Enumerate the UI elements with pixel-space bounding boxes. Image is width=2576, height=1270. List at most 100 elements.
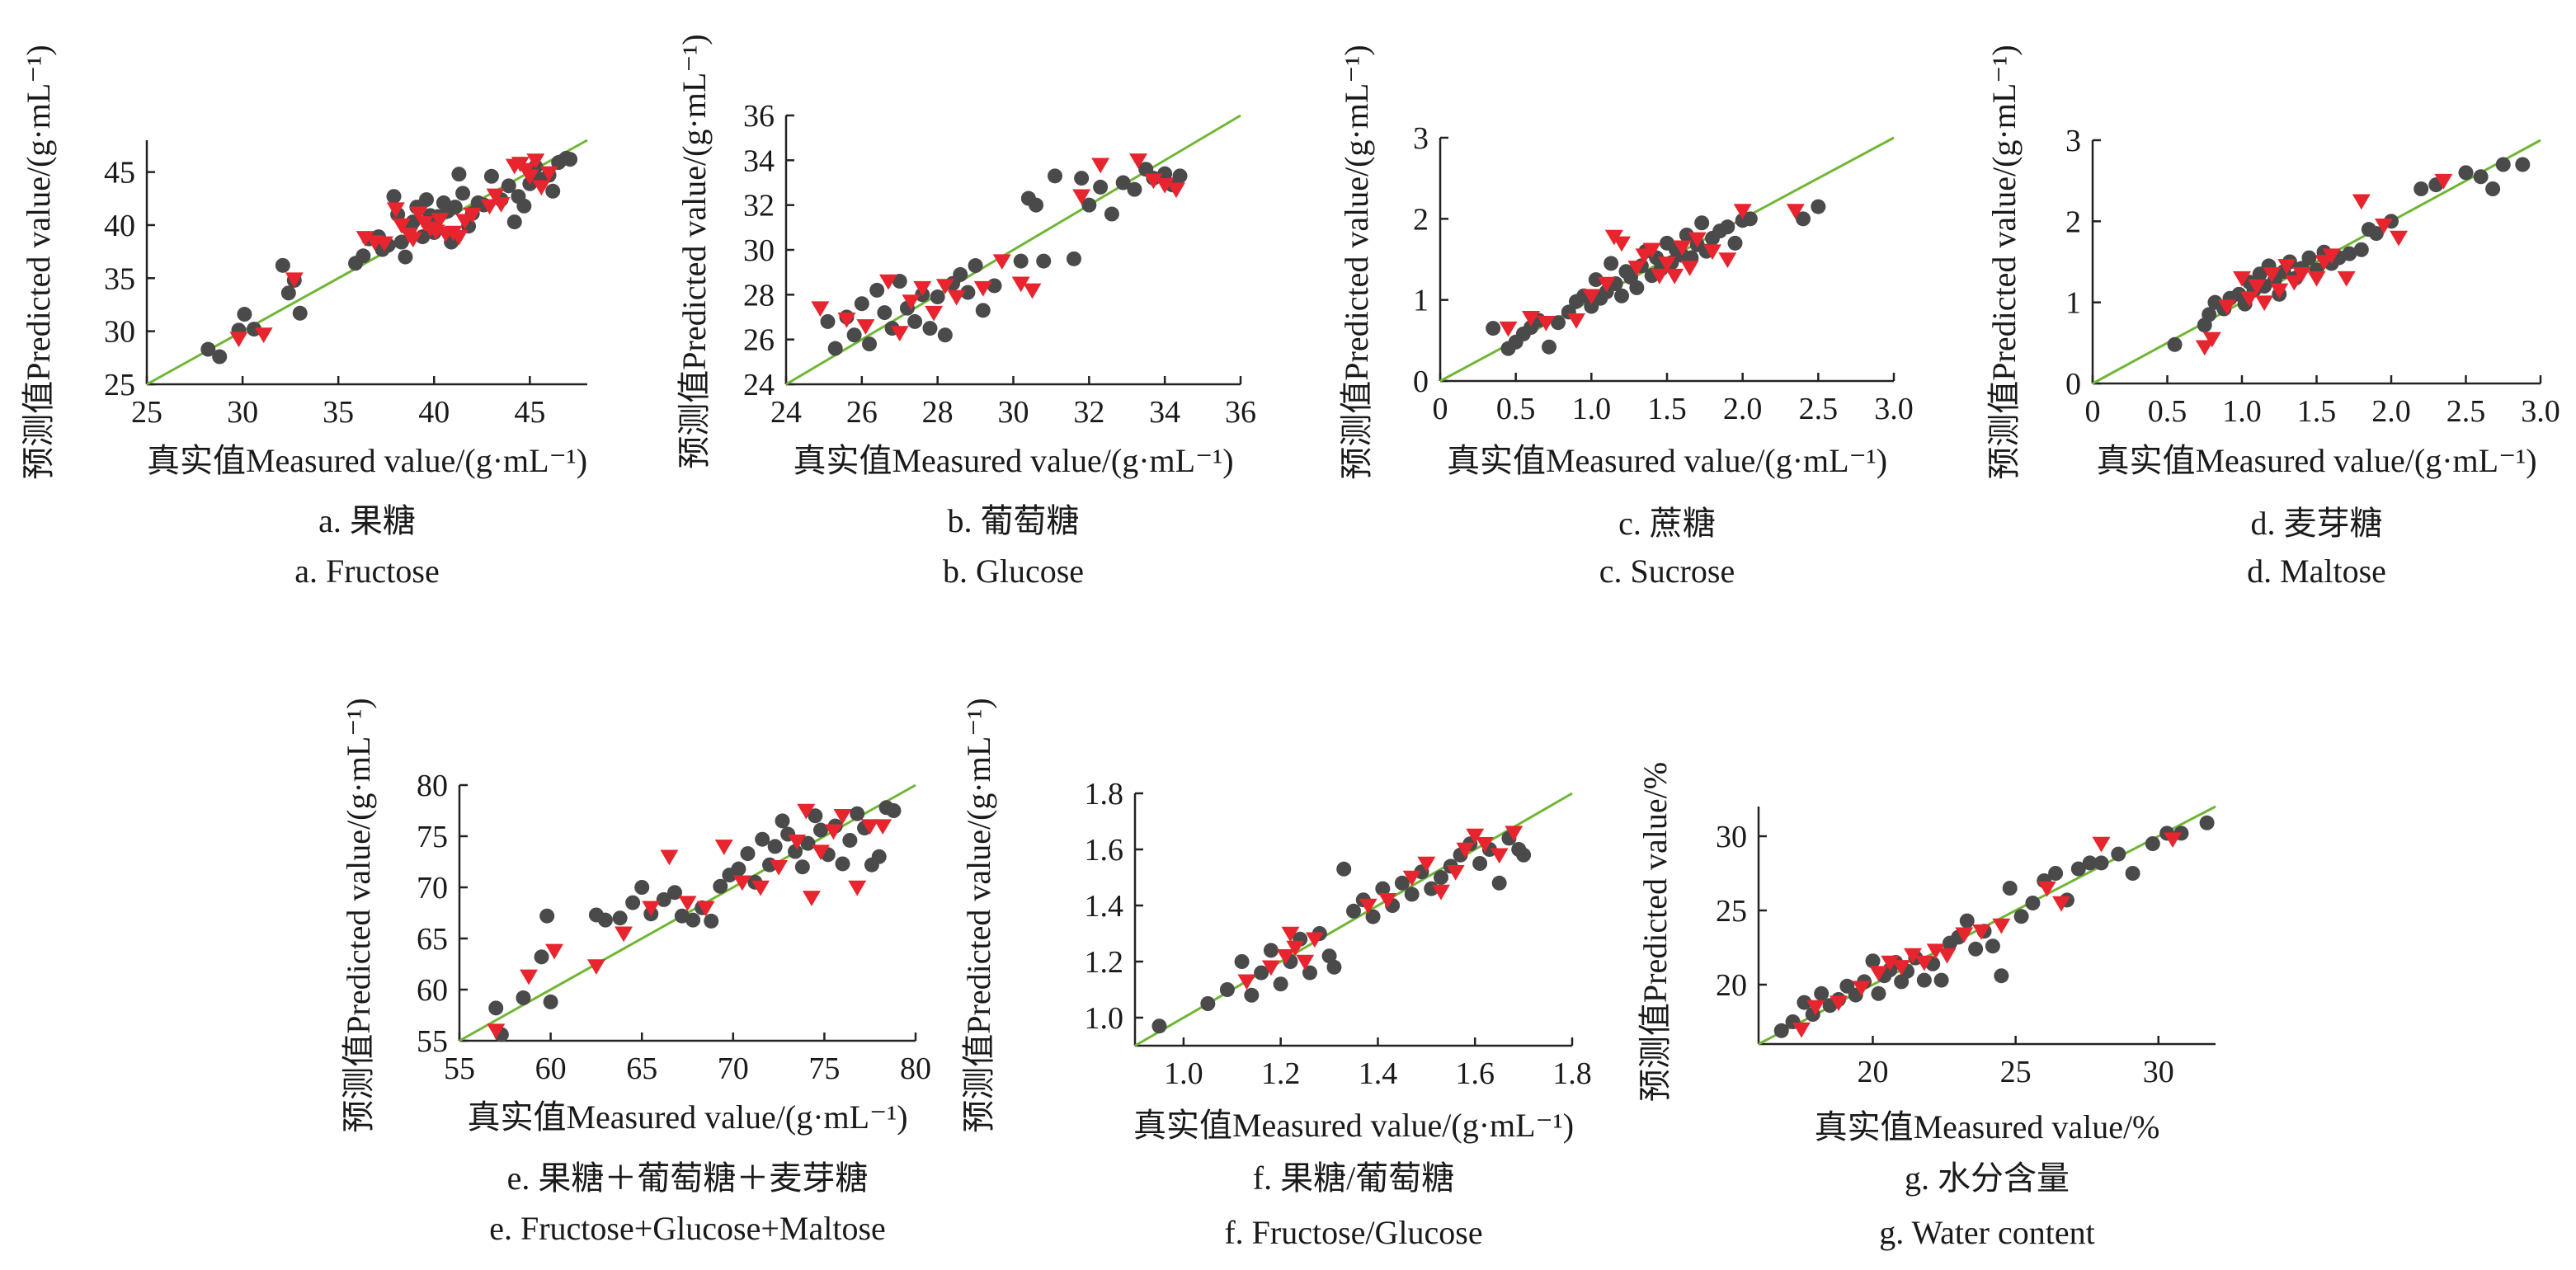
data-point-circle xyxy=(625,895,641,910)
data-point-circle xyxy=(731,861,746,877)
data-point-triangle xyxy=(1446,864,1465,881)
data-point-triangle xyxy=(797,803,816,820)
x-tick-label: 0.5 xyxy=(2148,394,2187,429)
data-point-circle xyxy=(543,994,558,1009)
data-point-triangle xyxy=(532,180,551,196)
data-point-triangle xyxy=(2337,270,2356,287)
data-point-triangle xyxy=(455,214,474,230)
y-tick-label: 1.4 xyxy=(1085,889,1124,924)
data-point-circle xyxy=(850,806,865,821)
data-point-triangle xyxy=(492,196,511,213)
data-point-triangle xyxy=(1869,966,1888,982)
data-point-triangle xyxy=(2292,267,2311,283)
data-point-circle xyxy=(767,839,783,854)
x-tick-label: 26 xyxy=(846,395,878,430)
y-tick-label: 1 xyxy=(1413,284,1429,318)
y-tick-label: 26 xyxy=(743,323,775,358)
data-point-circle xyxy=(2495,157,2511,172)
data-point-circle xyxy=(907,313,923,329)
x-tick-label: 24 xyxy=(770,395,802,430)
data-point-triangle xyxy=(520,169,539,186)
x-tick-label: 32 xyxy=(1073,395,1104,430)
panel-c: 0 0.5 1.0 1.5 2.0 2.5 3.0 0 1 2 3 真实值Measured value… xyxy=(1338,45,1914,590)
y-tick-label: 3 xyxy=(2065,124,2081,158)
data-point-circle xyxy=(1263,943,1279,958)
data-point-triangle xyxy=(1938,948,1957,964)
data-point-circle xyxy=(854,296,869,312)
data-point-triangle xyxy=(1650,268,1669,285)
data-point-triangle xyxy=(431,213,450,228)
panel-e: 55 60 65 70 75 80 55 60 65 70 75 80 真实值Measured valu… xyxy=(340,698,931,1247)
panel-g: 20 25 30 20 25 30 真实值Measured value/% 预测值Predic… xyxy=(1636,762,2216,1251)
data-point-circle xyxy=(740,846,756,862)
data-point-circle xyxy=(545,183,561,199)
data-point-triangle xyxy=(1144,173,1163,190)
data-point-triangle xyxy=(1537,315,1556,332)
data-point-circle xyxy=(2458,165,2474,181)
data-point-triangle xyxy=(1914,955,1933,971)
data-point-triangle xyxy=(696,901,715,917)
data-point-circle xyxy=(1968,941,1984,957)
y-tick-label: 25 xyxy=(104,368,135,402)
data-point-circle xyxy=(775,813,790,829)
data-point-circle xyxy=(447,200,463,215)
data-point-circle xyxy=(1871,985,1886,1001)
data-point-circle xyxy=(1029,197,1044,213)
data-point-circle xyxy=(1066,251,1081,266)
data-point-triangle xyxy=(409,206,428,223)
data-point-triangle xyxy=(480,199,499,215)
x-tick-label: 80 xyxy=(900,1051,931,1086)
data-point-triangle xyxy=(285,272,304,289)
data-point-circle xyxy=(1036,253,1052,269)
y-tick-label: 24 xyxy=(743,368,775,402)
y-tick-label: 0 xyxy=(1413,365,1429,399)
panel-caption-en: b. Glucose xyxy=(943,553,1084,590)
x-tick-label: 40 xyxy=(418,395,450,430)
data-point-triangle xyxy=(2217,299,2236,316)
data-point-triangle xyxy=(1613,236,1631,252)
data-point-triangle xyxy=(2277,259,2296,275)
y-tick-label: 55 xyxy=(417,1024,448,1059)
data-point-circle xyxy=(1516,847,1532,863)
data-point-circle xyxy=(1629,280,1645,295)
data-point-circle xyxy=(1321,948,1337,964)
data-point-circle xyxy=(1491,875,1507,891)
data-point-circle xyxy=(534,949,549,965)
data-point-circle xyxy=(2485,181,2501,196)
data-point-circle xyxy=(842,832,858,848)
data-point-triangle xyxy=(1466,828,1485,844)
data-point-circle xyxy=(212,349,228,365)
x-tick-label: 3.0 xyxy=(1874,392,1914,426)
data-point-circle xyxy=(953,266,968,282)
panel-caption-en: d. Maltose xyxy=(2247,553,2386,590)
data-point-triangle xyxy=(1166,182,1185,199)
data-point-circle xyxy=(1346,903,1361,919)
data-point-circle xyxy=(563,152,578,167)
x-tick-label: 1.5 xyxy=(1647,392,1687,426)
x-axis-label: 真实值Measured value/% xyxy=(1815,1108,2160,1145)
reference-line xyxy=(785,114,1241,386)
data-point-circle xyxy=(280,285,296,301)
data-point-circle xyxy=(869,282,885,298)
data-point-triangle xyxy=(2195,340,2214,356)
data-point-circle xyxy=(1093,179,1109,195)
data-point-triangle xyxy=(874,819,892,835)
data-point-circle xyxy=(2167,336,2183,352)
data-point-circle xyxy=(1074,171,1090,186)
data-point-triangle xyxy=(1658,256,1676,272)
data-point-circle xyxy=(877,305,892,321)
data-point-triangle xyxy=(2240,291,2259,308)
data-point-triangle xyxy=(973,280,992,297)
data-point-triangle xyxy=(545,943,564,960)
data-point-circle xyxy=(1720,219,1735,235)
panel-caption-cn: g. 水分含量 xyxy=(1905,1159,2070,1197)
data-point-circle xyxy=(846,327,862,343)
panel-a: 25 30 35 40 45 25 30 35 40 45 真实值Measured value/(g… xyxy=(20,45,588,590)
panel-caption-en: c. Sucrose xyxy=(1599,553,1735,590)
data-point-triangle xyxy=(1023,283,1042,299)
data-point-circle xyxy=(539,908,555,924)
data-point-circle xyxy=(1127,181,1142,197)
data-point-circle xyxy=(418,192,434,208)
y-axis-label: 预测值Predicted value/(g·mL⁻¹) xyxy=(1338,45,1375,479)
